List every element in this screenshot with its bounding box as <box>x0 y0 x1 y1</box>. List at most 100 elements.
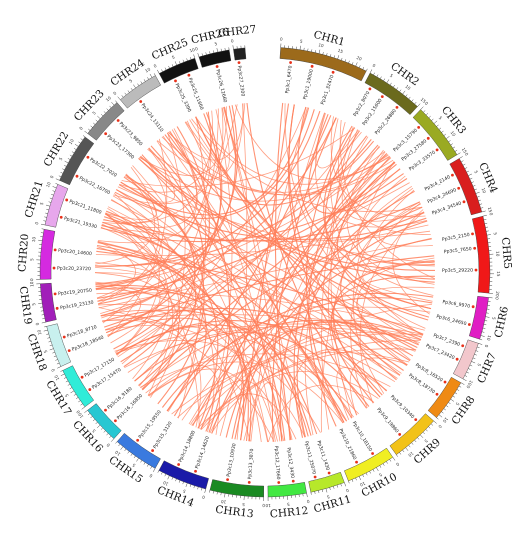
ruler-tick <box>477 196 479 197</box>
ruler-tick <box>93 123 95 125</box>
ruler-tick <box>42 322 46 323</box>
ruler-tick-label: 0 <box>35 322 41 326</box>
ruler-tick <box>66 381 68 382</box>
ruler-tick <box>468 368 470 369</box>
ruler-tick <box>55 183 57 184</box>
gene-marker <box>65 199 68 202</box>
ruler-tick <box>439 415 442 418</box>
ruler-tick <box>470 365 472 366</box>
ruler-tick <box>118 97 121 100</box>
gene-marker <box>414 418 417 421</box>
chromosome-label-chr11: CHR11 <box>312 493 352 515</box>
ruler-tick <box>334 55 335 57</box>
ruler-tick <box>480 339 482 340</box>
chromosome-arc-chr26 <box>199 50 231 68</box>
gene-marker <box>471 232 474 235</box>
ruler-tick <box>315 50 316 52</box>
gene-label: Pp3c21_19330 <box>63 216 97 231</box>
gene-marker <box>136 439 139 442</box>
gene-marker <box>187 74 190 77</box>
gene-label: Pp3c18_8710 <box>66 324 97 339</box>
gene-label: Pp3c19_23130 <box>60 299 94 311</box>
ruler-tick <box>161 472 162 474</box>
gene-marker <box>248 481 251 484</box>
ruler-tick <box>352 62 353 64</box>
ruler-tick <box>442 131 444 133</box>
ruler-tick-label: 0 <box>153 63 158 69</box>
ruler-tick <box>359 65 360 67</box>
ruler-tick <box>455 393 457 394</box>
ruler-tick <box>341 58 342 60</box>
ruler-tick <box>50 198 52 199</box>
ruler-tick <box>474 189 476 190</box>
ruler-tick <box>474 354 476 355</box>
gene-marker <box>417 126 420 129</box>
ruler-tick <box>311 492 312 494</box>
ruler-tick <box>96 422 98 424</box>
ruler-tick <box>383 464 384 466</box>
ruler-tick <box>477 347 479 348</box>
ruler-tick <box>68 158 70 159</box>
gene-label: Pp3c14_18800 <box>178 430 197 463</box>
ruler-tick <box>417 104 420 107</box>
ruler-tick <box>71 391 74 393</box>
chromosome-arc-chr12 <box>268 482 307 497</box>
ruler-tick <box>470 178 472 179</box>
ruler-tick <box>51 194 53 195</box>
ruler-tick <box>172 477 173 479</box>
ruler-tick <box>217 48 218 52</box>
ruler-tick <box>137 84 138 86</box>
gene-label: Pp3c10_21860 <box>337 428 357 461</box>
ruler-tick <box>44 326 46 327</box>
ruler-tick <box>38 303 42 304</box>
gene-marker <box>139 100 142 103</box>
gene-label: Pp3c14_14620 <box>194 436 211 470</box>
ruler-tick-label: 0 <box>29 278 34 281</box>
gene-marker <box>216 65 219 68</box>
ruler-tick <box>484 219 486 220</box>
ruler-tick <box>448 402 450 403</box>
ruler-tick <box>172 64 173 66</box>
ruler-tick <box>426 429 428 431</box>
ruler-tick <box>65 161 68 163</box>
gene-label: Pp3c24_13110 <box>140 102 165 133</box>
ruler-tick <box>409 445 411 447</box>
gene-label: Pp3c5_29220 <box>442 268 473 274</box>
ruler-tick <box>434 121 437 124</box>
gene-label: Pp3c13_10930 <box>226 443 238 477</box>
ruler-tick <box>481 208 483 209</box>
ruler-tick <box>487 234 491 235</box>
ruler-tick <box>444 409 446 411</box>
ruler-tick <box>403 91 405 94</box>
ruler-tick <box>300 46 301 50</box>
ruler-tick <box>352 480 353 482</box>
synteny-links <box>95 103 435 442</box>
ruler-tick <box>403 450 405 452</box>
ruler-tick <box>52 352 54 353</box>
ruler-tick <box>406 448 408 451</box>
gene-marker <box>472 305 475 308</box>
ruler-tick <box>101 114 103 116</box>
ruler-tick <box>179 480 180 482</box>
gene-marker <box>177 463 180 466</box>
ruler-tick <box>482 332 484 333</box>
ruler-tick <box>338 55 339 59</box>
ruler-tick <box>70 388 72 389</box>
chromosome-label-chr4: CHR4 <box>476 161 500 195</box>
ruler-tick <box>472 182 474 183</box>
ruler-tick <box>206 52 207 54</box>
ruler-tick <box>370 70 372 74</box>
ruler-tick <box>133 85 135 88</box>
gene-label: Pp3c5_2150 <box>442 232 471 243</box>
gene-marker <box>398 433 401 436</box>
gene-label: Pp3c22_7020 <box>89 157 118 179</box>
gene-marker <box>436 149 439 152</box>
ruler-tick <box>107 433 109 435</box>
ruler-tick <box>118 444 120 446</box>
ruler-tick <box>307 493 308 497</box>
ruler-tick <box>210 51 211 53</box>
ruler-tick <box>45 213 47 214</box>
ruler-tick <box>480 204 482 205</box>
ruler-tick <box>485 320 487 321</box>
ruler-tick <box>315 491 316 493</box>
